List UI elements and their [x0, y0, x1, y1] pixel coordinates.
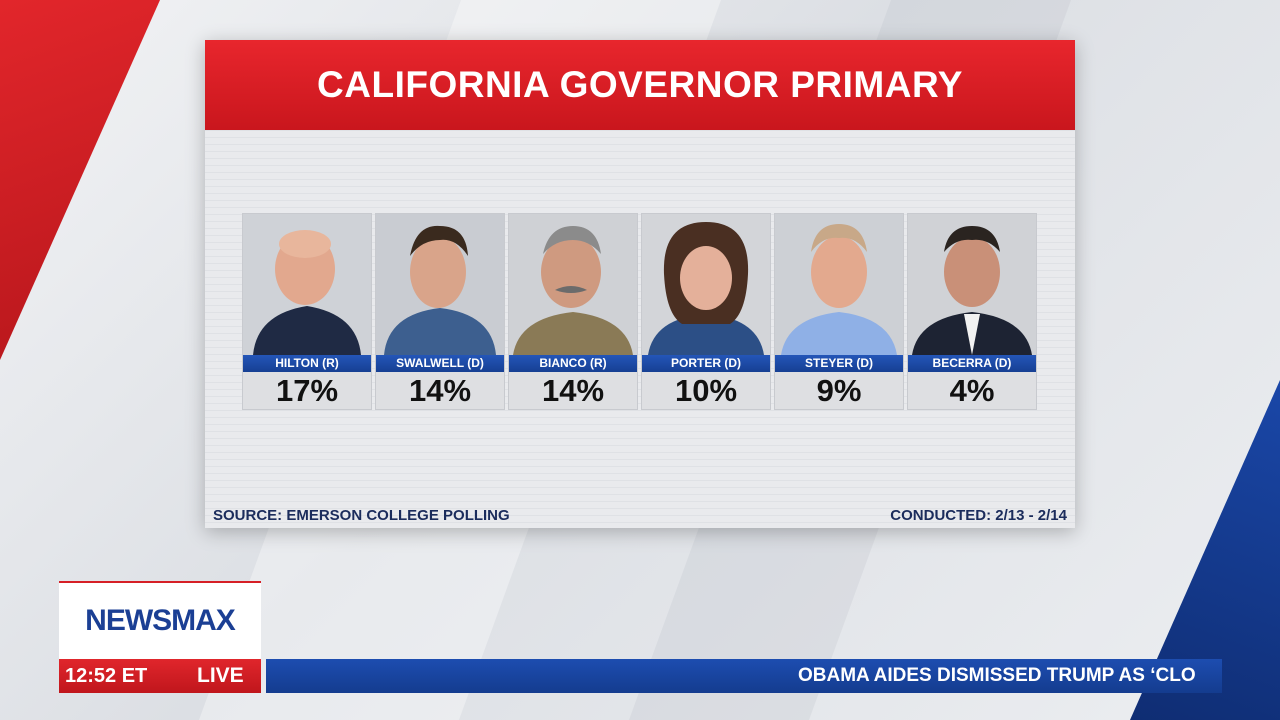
candidate-card: PORTER (D) 10% [641, 213, 771, 410]
clock-bar: 12:52 ET LIVE [59, 659, 261, 693]
graphic-title: CALIFORNIA GOVERNOR PRIMARY [317, 64, 963, 105]
candidate-card: STEYER (D) 9% [774, 213, 904, 410]
candidate-photo [509, 214, 637, 355]
poll-graphic: CALIFORNIA GOVERNOR PRIMARY HILTON (R) 1… [205, 40, 1075, 528]
broadcast-clock: 12:52 ET [65, 664, 148, 687]
candidate-name: BIANCO (R) [509, 355, 637, 372]
candidate-name: HILTON (R) [243, 355, 371, 372]
candidate-cards: HILTON (R) 17% SWALWELL (D) 14% BIANCO (… [242, 213, 1037, 410]
candidate-photo [775, 214, 903, 355]
network-name: NEWSMAX [85, 604, 236, 637]
candidate-photo [908, 214, 1036, 355]
network-logo: NEWSMAX [59, 581, 261, 659]
candidate-photo [642, 214, 770, 355]
graphic-header: CALIFORNIA GOVERNOR PRIMARY [205, 40, 1075, 130]
candidate-percent: 14% [408, 373, 472, 408]
candidate-card: BIANCO (R) 14% [508, 213, 638, 410]
candidate-name: BECERRA (D) [908, 355, 1036, 372]
candidate-percent: 10% [674, 373, 738, 408]
candidate-photo [376, 214, 504, 355]
candidate-percent: 9% [816, 373, 862, 408]
poll-source: SOURCE: EMERSON COLLEGE POLLING [213, 507, 510, 524]
news-ticker: OBAMA AIDES DISMISSED TRUMP AS ‘CLO [266, 659, 1222, 693]
candidate-card: HILTON (R) 17% [242, 213, 372, 410]
ticker-headline: OBAMA AIDES DISMISSED TRUMP AS ‘CLO [798, 665, 1196, 686]
candidate-card: SWALWELL (D) 14% [375, 213, 505, 410]
candidate-name: PORTER (D) [642, 355, 770, 372]
candidate-percent: 4% [949, 373, 995, 408]
red-corner-shape [0, 0, 160, 360]
candidate-photo [243, 214, 371, 355]
candidate-card: BECERRA (D) 4% [907, 213, 1037, 410]
candidate-percent: 17% [275, 373, 339, 408]
candidate-name: SWALWELL (D) [376, 355, 504, 372]
poll-dates: CONDUCTED: 2/13 - 2/14 [890, 507, 1067, 524]
live-badge: LIVE [197, 664, 244, 687]
candidate-name: STEYER (D) [775, 355, 903, 372]
candidate-percent: 14% [541, 373, 605, 408]
